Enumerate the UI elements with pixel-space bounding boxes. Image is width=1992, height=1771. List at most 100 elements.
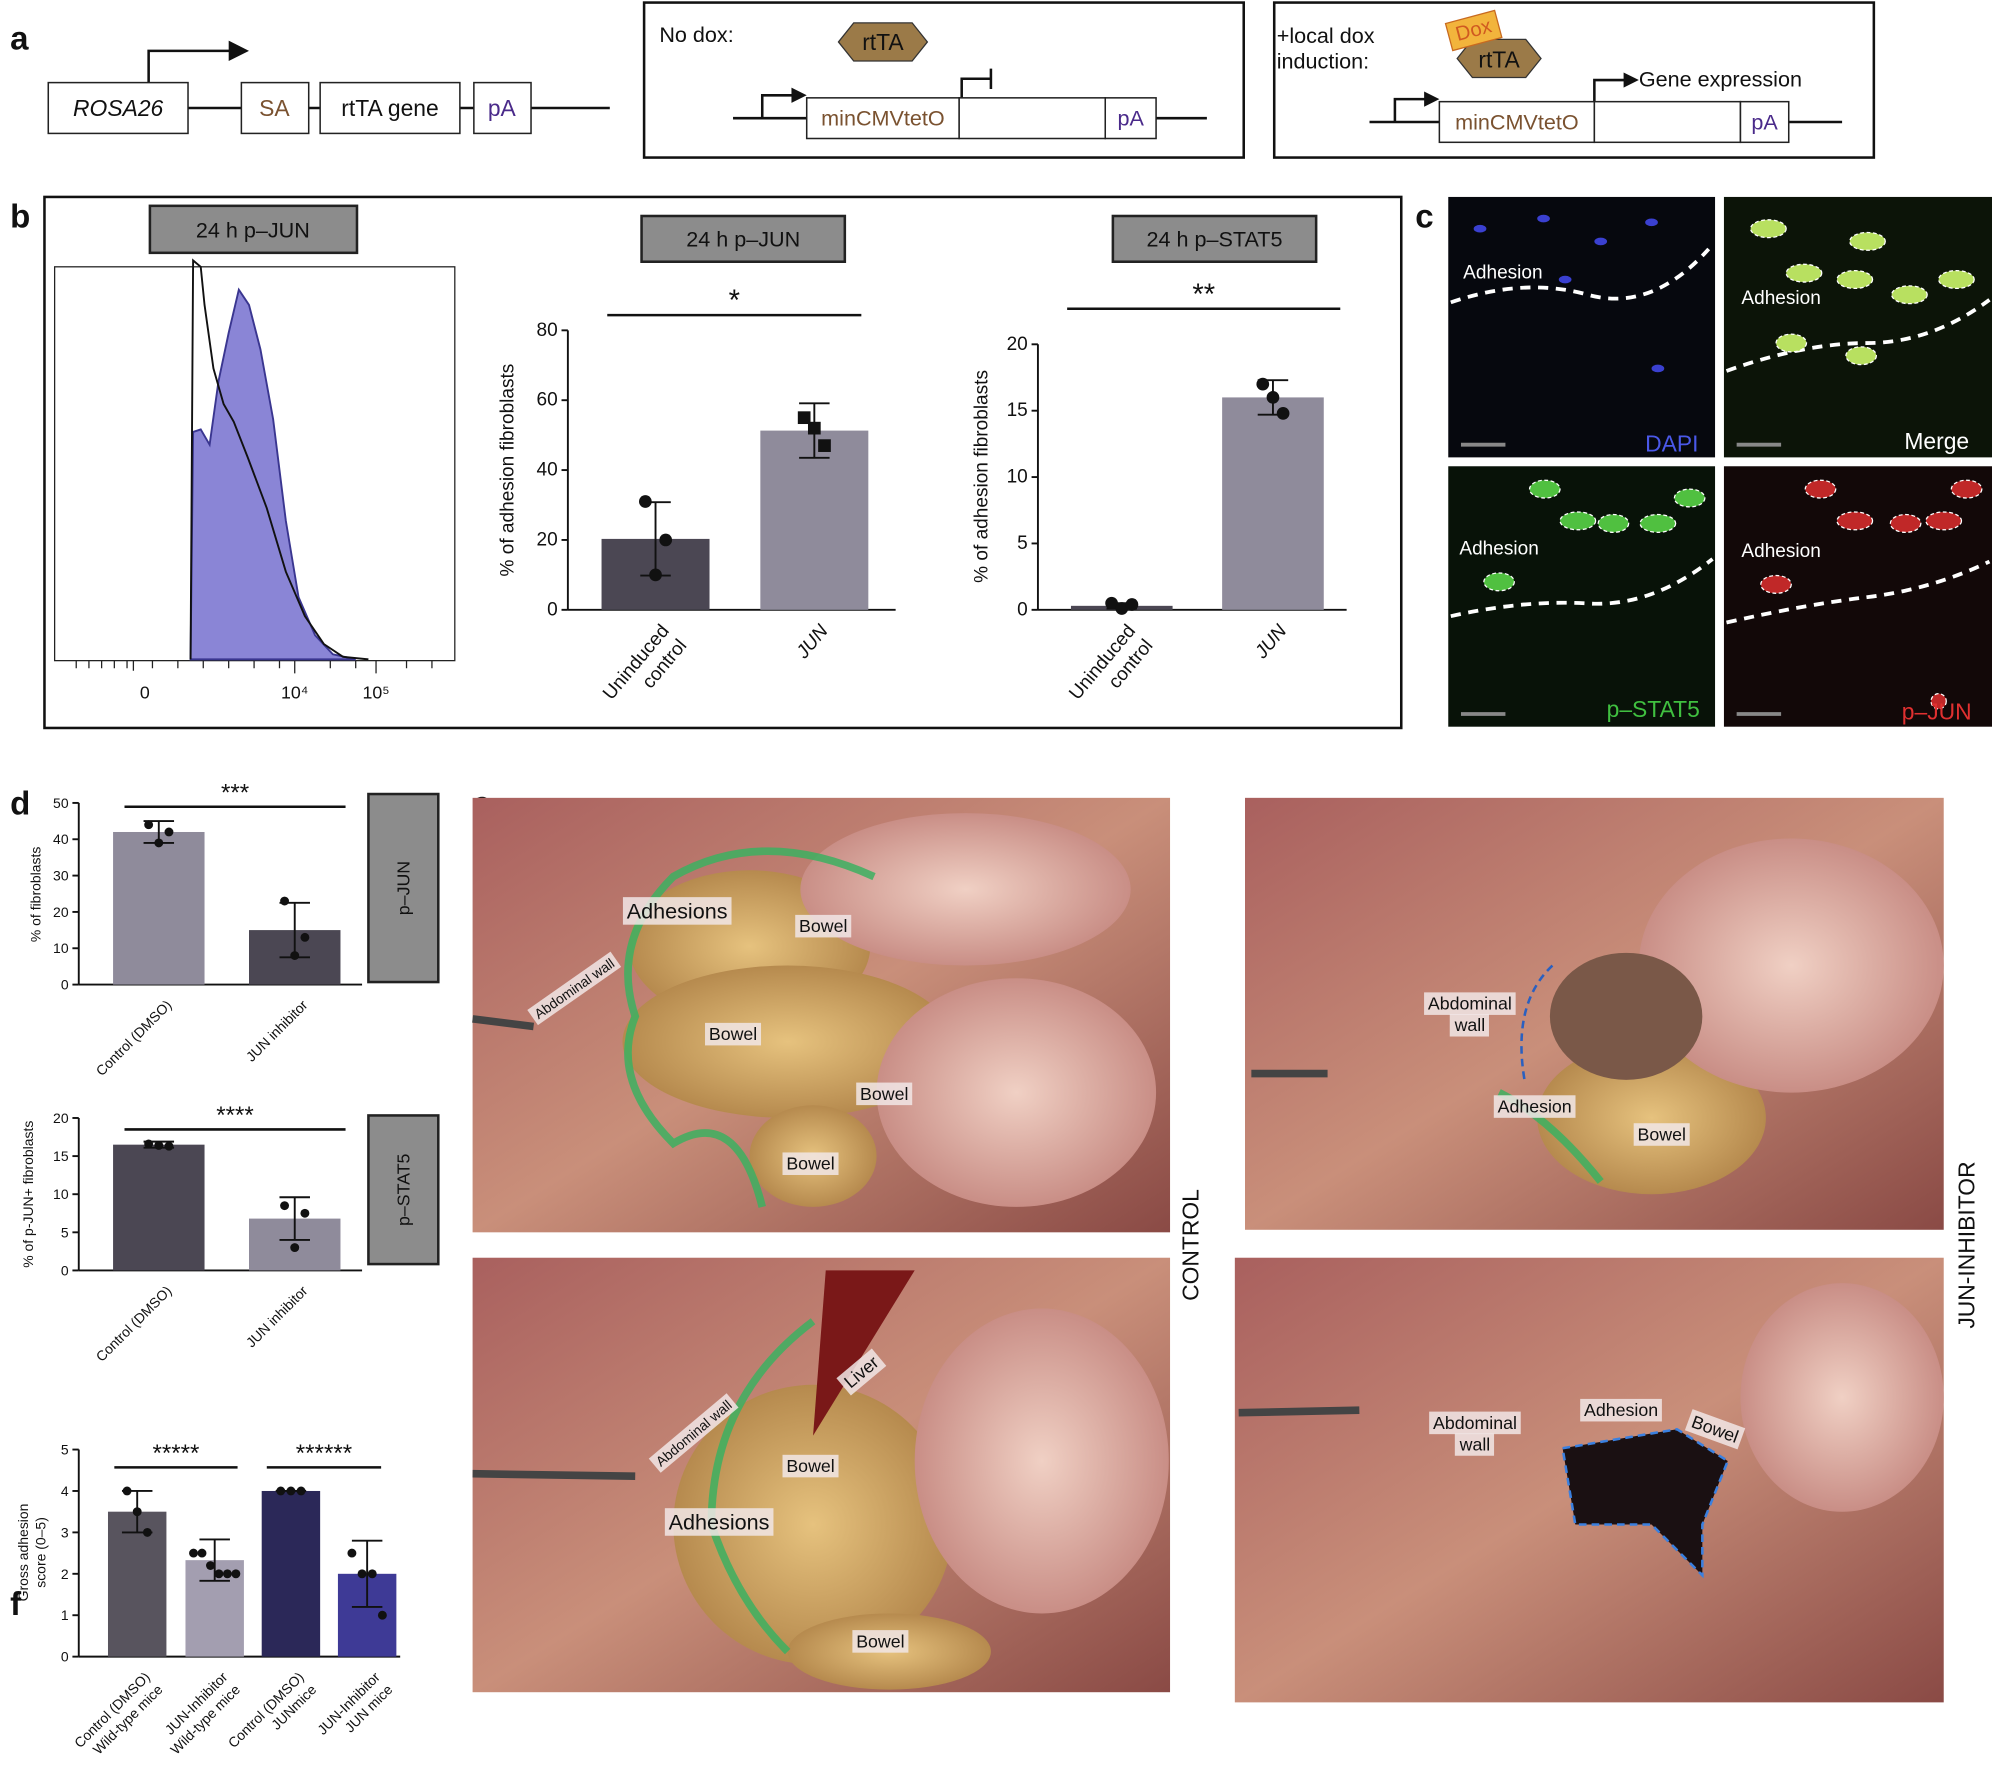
category-label: Control (DMSO)JUNmice [225,1669,320,1751]
x-tick-label: JUN [1251,621,1292,664]
y-tick-label: 0 [547,599,558,620]
title-box [1111,214,1318,264]
data-point [144,1139,154,1149]
photo-label: Abdominal [1433,1413,1517,1433]
data-point [300,1208,310,1218]
data-point [214,1569,224,1579]
region-label: Adhesion [1463,263,1542,284]
y-axis-label: score (0–5) [33,1517,49,1588]
label-group: Adhesion [1459,538,1538,559]
data-point [280,1201,290,1211]
label-background [1424,992,1516,1015]
data-point [122,1486,132,1496]
side-label: p–STAT5 [393,1153,413,1226]
panel-label: d [10,784,30,821]
channel-label: Merge [1904,428,1969,454]
side-label-box [367,792,440,984]
data-point [357,1569,367,1579]
label-group: Merge [1904,428,1969,454]
data-point [300,932,310,942]
label-background [622,897,732,925]
label: pA [488,95,517,121]
label-group: p–JUN [1902,698,1972,724]
data-point [649,568,662,582]
label: rtTA [1478,47,1520,73]
label-group: Abdominal [1424,992,1516,1015]
label-background [648,1393,739,1473]
data-point [296,1486,306,1496]
category-label: JUN inhibitor [243,1282,311,1350]
photo-label: Bowel [1637,1125,1685,1145]
label-background [1454,1433,1495,1456]
label-group: % of adhesion fibroblasts [498,364,519,577]
label: minCMVtetO [1455,109,1579,134]
photo-label: Adhesions [669,1509,770,1534]
y-tick-label: 50 [53,795,69,811]
label-group: p–STAT5 [393,1153,413,1226]
y-tick-label: 2 [61,1566,69,1582]
data-point [142,1527,152,1537]
label: No dox: [659,22,733,47]
label-group: Adhesion [1463,263,1542,284]
y-tick-label: 20 [53,1110,69,1126]
category-label: JUN [1251,621,1292,664]
group-label: JUN-INHIBITOR [1954,1161,1980,1328]
panel-label: f [10,1585,22,1622]
label-background [1493,1095,1576,1118]
bar [760,430,869,610]
y-tick-label: 10 [1007,467,1028,488]
data-point [290,951,300,960]
photo-label: Bowel [786,1154,834,1174]
photo-label: Adhesion [1584,1400,1658,1420]
bar [1222,397,1324,610]
data-point [1125,598,1139,611]
label-group: Bowel [782,1454,839,1478]
label-group: Adhesion [1493,1095,1576,1118]
data-point [276,1486,286,1496]
error-bar [279,1196,310,1241]
photo-label: Bowel [709,1024,757,1044]
error-bar [351,1539,383,1608]
data-point [1115,602,1129,615]
significance-label: *** [221,779,250,806]
photo-label: Bowel [860,1084,908,1104]
label-background [856,1082,913,1106]
label-group: Adhesions [622,897,732,925]
label-group: Gross adhesion [15,1504,31,1602]
y-tick-label: 40 [537,460,558,481]
y-tick-label: 0 [61,1262,69,1278]
microscopy [1448,196,1992,727]
y-axis-label: % of adhesion fibroblasts [972,370,993,583]
y-tick-label: 40 [53,831,69,847]
label-background [795,914,852,938]
label-group: CONTROL [1177,1189,1203,1301]
data-point [639,495,652,508]
label-group: p–STAT5 [1607,696,1700,722]
group-label: CONTROL [1177,1189,1203,1301]
surgical-photos [472,797,1944,1703]
y-tick-label: 30 [53,868,69,884]
bar [113,831,205,985]
y-axis-label: % of p-JUN+ fibroblasts [20,1121,36,1268]
label-background [1580,1398,1662,1422]
chart-title: 24 h p–JUN [686,226,800,251]
photo-label: Bowel [786,1456,834,1476]
data-point [818,439,831,452]
category-label: Control (DMSO) [93,1283,175,1365]
label-group: Adhesions [664,1508,774,1536]
data-point [164,827,174,837]
channel-label: p–STAT5 [1607,696,1700,722]
bar [107,1511,167,1657]
y-axis-label: % of adhesion fibroblasts [498,364,519,577]
data-point [154,1140,164,1150]
x-tick-label: JUN inhibitor [243,996,311,1064]
photo-label: Adhesions [627,898,728,923]
data-point [1276,406,1290,420]
region-label: Adhesion [1741,541,1820,562]
label: induction: [1277,49,1369,74]
x-tick-label: 10⁴ [281,682,308,702]
photo-label: Bowel [856,1631,904,1651]
